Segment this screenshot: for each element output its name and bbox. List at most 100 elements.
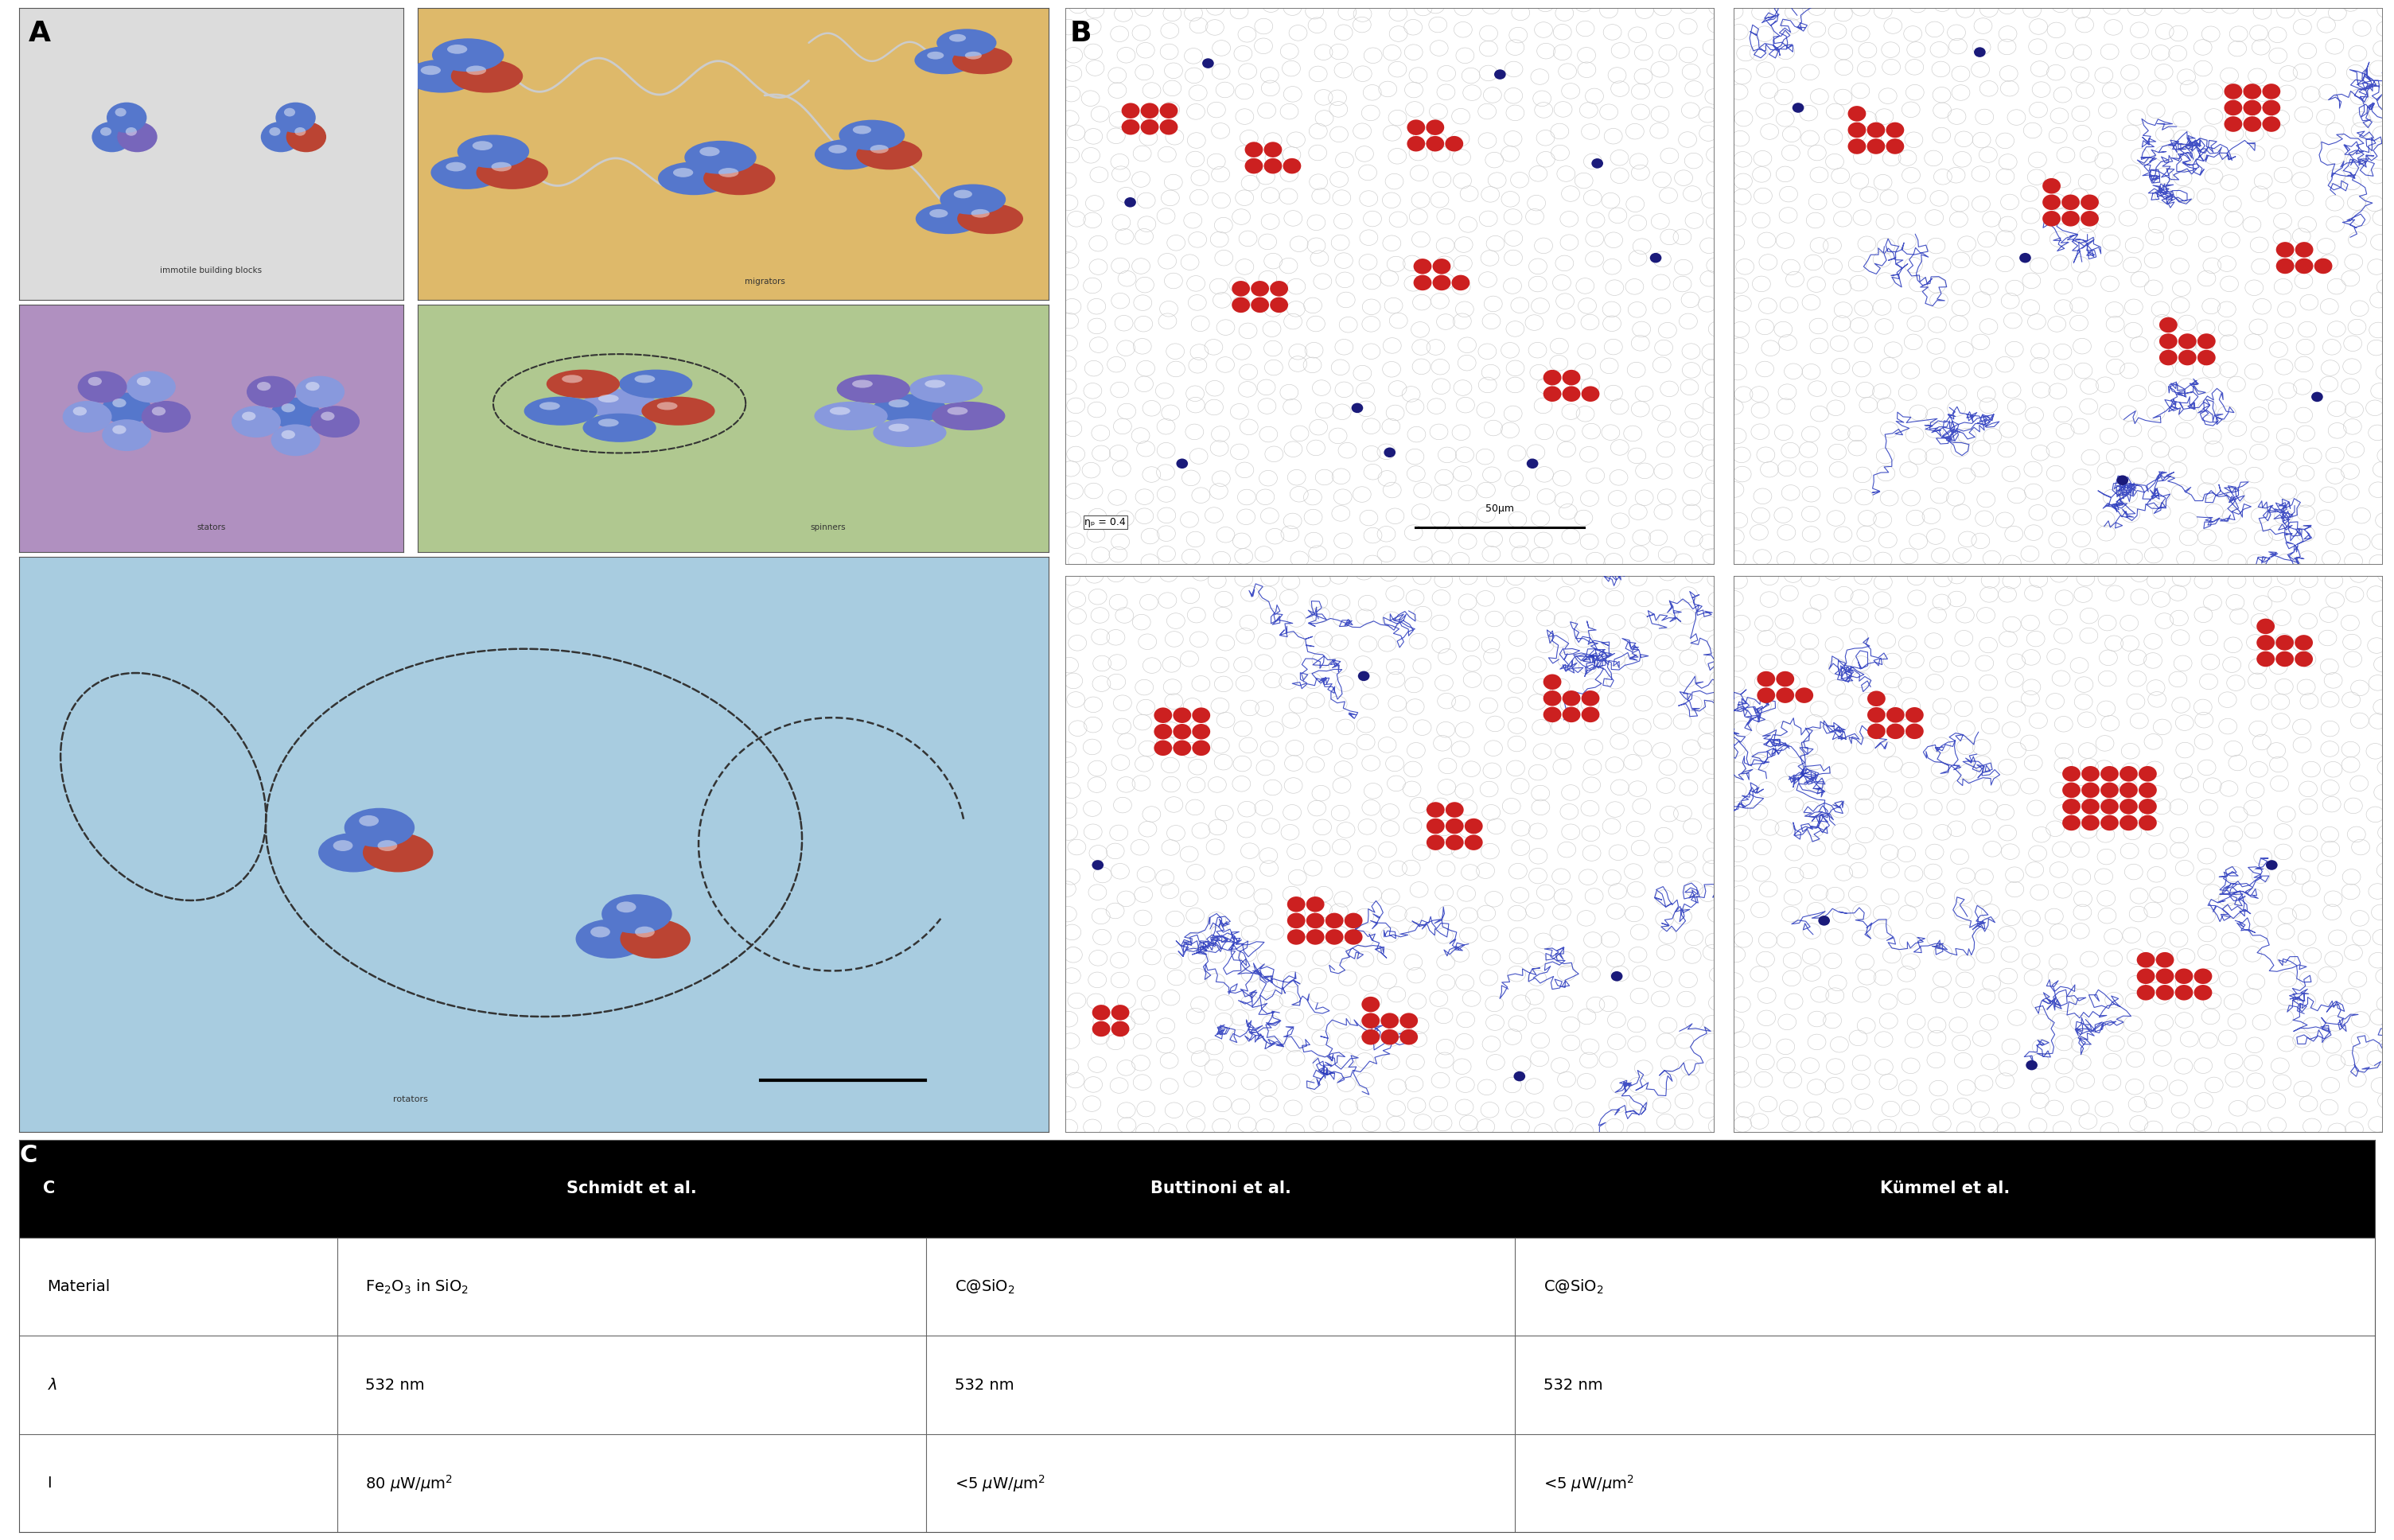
Circle shape bbox=[1451, 276, 1470, 291]
Circle shape bbox=[2224, 83, 2243, 99]
Circle shape bbox=[91, 122, 132, 152]
Circle shape bbox=[1649, 253, 1661, 263]
Circle shape bbox=[306, 382, 318, 391]
Text: <5 $\mu$W/$\mu$m$^2$: <5 $\mu$W/$\mu$m$^2$ bbox=[955, 1472, 1046, 1494]
Circle shape bbox=[287, 122, 326, 152]
Circle shape bbox=[704, 162, 776, 196]
Circle shape bbox=[1140, 103, 1159, 119]
Circle shape bbox=[598, 419, 618, 427]
Circle shape bbox=[1757, 671, 1776, 687]
Circle shape bbox=[2138, 799, 2157, 815]
Circle shape bbox=[1544, 675, 1561, 690]
Circle shape bbox=[2080, 765, 2100, 782]
Text: $\lambda$: $\lambda$ bbox=[48, 1377, 57, 1392]
Circle shape bbox=[1592, 159, 1604, 168]
Circle shape bbox=[1408, 120, 1424, 136]
Circle shape bbox=[620, 919, 689, 958]
Circle shape bbox=[101, 128, 113, 136]
Circle shape bbox=[1886, 724, 1906, 739]
Circle shape bbox=[431, 38, 505, 72]
Circle shape bbox=[1848, 139, 1865, 154]
Circle shape bbox=[1465, 835, 1482, 850]
Circle shape bbox=[1362, 1029, 1379, 1044]
Circle shape bbox=[1796, 687, 1812, 704]
Text: Schmidt et al.: Schmidt et al. bbox=[567, 1181, 697, 1197]
Circle shape bbox=[113, 399, 127, 408]
Circle shape bbox=[539, 402, 560, 410]
Circle shape bbox=[378, 841, 397, 852]
Circle shape bbox=[1173, 741, 1192, 756]
Circle shape bbox=[1092, 859, 1104, 870]
Circle shape bbox=[2080, 194, 2100, 209]
Circle shape bbox=[941, 185, 1005, 214]
Text: I: I bbox=[48, 1475, 53, 1491]
Circle shape bbox=[89, 377, 103, 385]
Circle shape bbox=[1412, 276, 1432, 291]
Circle shape bbox=[491, 162, 512, 171]
Circle shape bbox=[364, 833, 433, 872]
Circle shape bbox=[2277, 259, 2293, 274]
Circle shape bbox=[1582, 707, 1599, 722]
Circle shape bbox=[311, 407, 359, 437]
Circle shape bbox=[2138, 765, 2157, 782]
Circle shape bbox=[476, 156, 548, 189]
Circle shape bbox=[936, 29, 996, 57]
Circle shape bbox=[115, 108, 127, 117]
Text: spinners: spinners bbox=[809, 524, 845, 531]
Circle shape bbox=[953, 189, 972, 199]
Circle shape bbox=[2119, 799, 2138, 815]
Circle shape bbox=[271, 397, 321, 430]
Circle shape bbox=[1446, 818, 1463, 835]
Circle shape bbox=[2243, 100, 2262, 115]
Circle shape bbox=[615, 901, 637, 913]
Circle shape bbox=[2174, 984, 2193, 1001]
Circle shape bbox=[1307, 896, 1324, 912]
Circle shape bbox=[2296, 634, 2313, 650]
Circle shape bbox=[1867, 122, 1884, 137]
Circle shape bbox=[965, 51, 982, 60]
Circle shape bbox=[1427, 818, 1444, 835]
Circle shape bbox=[448, 45, 467, 54]
Circle shape bbox=[2262, 117, 2281, 132]
Circle shape bbox=[2277, 634, 2293, 650]
Circle shape bbox=[1154, 724, 1173, 739]
Circle shape bbox=[1412, 259, 1432, 274]
Circle shape bbox=[2159, 334, 2179, 350]
Circle shape bbox=[814, 139, 881, 169]
Circle shape bbox=[1757, 687, 1776, 704]
Circle shape bbox=[232, 407, 280, 437]
Circle shape bbox=[421, 66, 440, 75]
Circle shape bbox=[1494, 69, 1506, 80]
Circle shape bbox=[2119, 765, 2138, 782]
Circle shape bbox=[874, 394, 946, 423]
Circle shape bbox=[1427, 120, 1444, 136]
Circle shape bbox=[546, 370, 620, 399]
Circle shape bbox=[103, 393, 151, 425]
Circle shape bbox=[2157, 984, 2174, 1001]
Circle shape bbox=[1283, 159, 1300, 174]
Circle shape bbox=[1173, 707, 1192, 724]
Circle shape bbox=[1345, 929, 1362, 944]
Circle shape bbox=[1427, 802, 1444, 818]
Circle shape bbox=[1345, 913, 1362, 929]
Circle shape bbox=[2157, 952, 2174, 967]
Circle shape bbox=[2080, 799, 2100, 815]
Circle shape bbox=[1867, 691, 1886, 707]
Circle shape bbox=[926, 51, 943, 60]
Circle shape bbox=[857, 139, 922, 169]
Circle shape bbox=[77, 371, 127, 403]
Circle shape bbox=[261, 122, 302, 152]
Circle shape bbox=[2243, 83, 2262, 99]
Circle shape bbox=[2159, 317, 2179, 333]
Bar bbox=[19, 1335, 2375, 1434]
Circle shape bbox=[1245, 159, 1264, 174]
Text: migrators: migrators bbox=[745, 277, 785, 285]
Circle shape bbox=[321, 411, 335, 420]
Circle shape bbox=[431, 156, 503, 189]
Circle shape bbox=[2296, 242, 2313, 257]
Circle shape bbox=[1326, 929, 1343, 944]
Circle shape bbox=[1427, 136, 1444, 151]
Circle shape bbox=[1446, 802, 1463, 818]
Circle shape bbox=[831, 407, 850, 414]
Circle shape bbox=[1307, 929, 1324, 944]
